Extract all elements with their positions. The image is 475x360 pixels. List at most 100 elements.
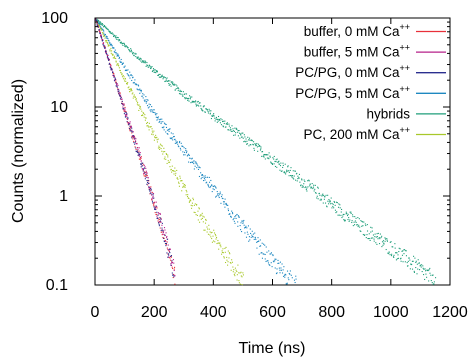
data-point	[157, 74, 159, 76]
data-point	[171, 165, 173, 167]
data-point	[170, 256, 172, 258]
data-point	[243, 141, 245, 143]
data-point	[308, 179, 310, 181]
data-point	[185, 148, 187, 150]
data-point	[166, 247, 168, 249]
y-tick-label: 1	[59, 188, 68, 205]
data-point	[178, 185, 180, 187]
data-point	[134, 141, 136, 143]
data-point	[223, 256, 225, 258]
series-points	[95, 18, 297, 285]
data-point	[138, 152, 140, 154]
data-point	[241, 136, 243, 138]
data-point	[246, 143, 248, 145]
data-point	[308, 180, 310, 182]
data-point	[244, 136, 246, 138]
data-point	[268, 250, 270, 252]
data-point	[271, 163, 274, 165]
data-point	[212, 235, 214, 237]
data-point	[324, 202, 327, 204]
data-point	[153, 197, 155, 199]
data-point	[162, 233, 164, 235]
data-point	[169, 161, 171, 163]
data-point	[110, 69, 112, 71]
data-point	[171, 262, 174, 264]
data-point	[108, 44, 110, 46]
data-point	[376, 236, 378, 238]
data-point	[104, 25, 106, 28]
data-point	[97, 23, 99, 25]
data-point	[210, 110, 212, 112]
data-point	[143, 99, 145, 101]
data-point	[217, 193, 219, 195]
data-point	[364, 234, 366, 236]
data-point	[151, 200, 154, 202]
data-point	[110, 68, 113, 70]
data-point	[132, 135, 134, 137]
data-point	[252, 144, 254, 146]
data-point	[283, 172, 285, 174]
data-point	[177, 145, 179, 147]
data-point	[217, 239, 219, 242]
data-point	[127, 47, 129, 49]
data-point	[157, 116, 159, 118]
data-point	[327, 194, 329, 196]
data-point	[128, 49, 130, 51]
data-point	[126, 82, 128, 84]
data-point	[171, 137, 173, 139]
data-point	[140, 108, 142, 110]
data-point	[151, 194, 153, 196]
data-point	[290, 167, 292, 169]
data-point	[175, 140, 177, 142]
data-point	[101, 27, 103, 29]
data-point	[141, 95, 143, 97]
data-point	[390, 255, 393, 257]
data-point	[135, 143, 137, 145]
data-point	[153, 203, 155, 205]
data-point	[165, 153, 167, 155]
data-point	[104, 47, 106, 49]
data-point	[155, 206, 157, 208]
data-point	[301, 178, 303, 180]
data-point	[109, 50, 111, 52]
data-point	[160, 217, 162, 219]
data-point	[251, 230, 253, 232]
data-point	[144, 172, 146, 174]
data-point	[121, 76, 124, 78]
data-point	[241, 132, 243, 134]
data-point	[145, 117, 147, 119]
data-point	[208, 181, 211, 183]
data-point	[163, 240, 165, 243]
data-point	[206, 176, 209, 178]
data-point	[115, 81, 117, 83]
data-point	[186, 97, 188, 99]
data-point	[409, 268, 411, 270]
data-point	[225, 246, 227, 248]
data-point	[171, 272, 173, 274]
data-point	[141, 60, 143, 62]
data-point	[173, 262, 175, 264]
data-point	[96, 18, 98, 20]
data-point	[173, 268, 175, 270]
data-point	[216, 118, 218, 120]
data-point	[202, 106, 204, 108]
data-point	[170, 264, 172, 266]
data-point	[286, 169, 288, 171]
data-point	[236, 270, 238, 273]
data-point	[171, 171, 173, 173]
data-point	[164, 76, 166, 79]
data-point	[155, 205, 157, 207]
data-point	[224, 247, 226, 249]
data-point	[266, 251, 268, 253]
data-point	[132, 52, 134, 54]
data-point	[172, 133, 174, 135]
data-point	[168, 161, 170, 164]
data-point	[421, 264, 423, 266]
data-point	[192, 101, 194, 103]
data-point	[212, 188, 214, 190]
data-point	[270, 262, 272, 264]
data-point	[169, 255, 172, 257]
data-point	[180, 93, 182, 95]
data-point	[124, 110, 126, 112]
data-point	[104, 50, 106, 53]
